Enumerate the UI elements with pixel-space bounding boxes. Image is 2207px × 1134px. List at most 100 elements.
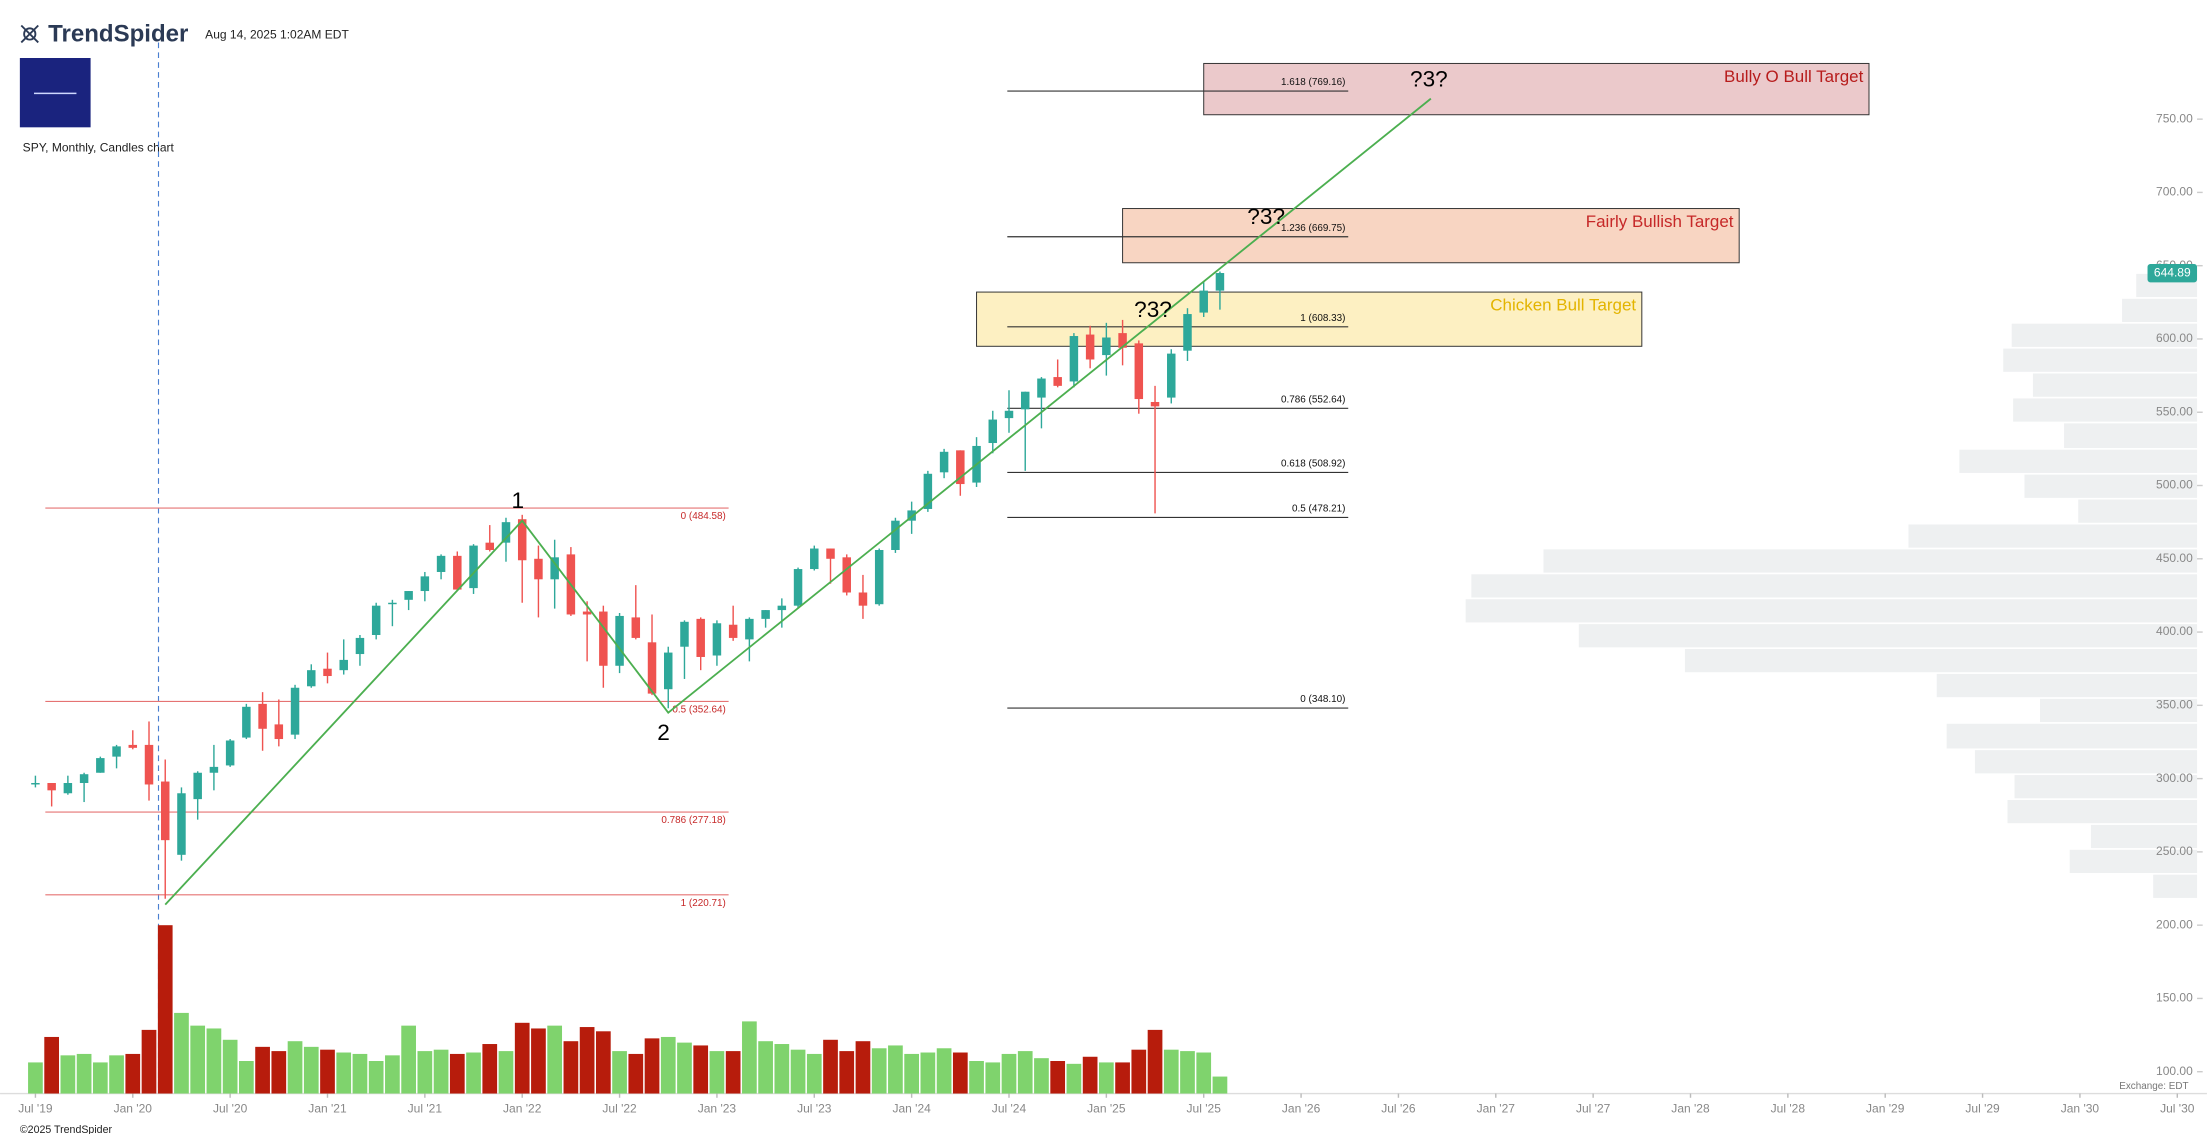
volume-bar [920, 1052, 936, 1094]
timestamp: Aug 14, 2025 1:02AM EDT [205, 28, 349, 42]
volume-bar [677, 1042, 692, 1094]
volume-bar [92, 1062, 108, 1094]
fib-label: 0.5 (478.21) [1292, 504, 1345, 515]
volume-profile-bar [1908, 524, 2198, 548]
candle-body [47, 783, 56, 791]
volume-bar [985, 1062, 1001, 1094]
x-tick-label: Jan '28 [1671, 1101, 1710, 1115]
volume-profile-bar [2064, 423, 2198, 449]
x-tick-label: Jul '26 [1381, 1101, 1416, 1115]
candle-body [582, 611, 592, 615]
volume-profile-bar [1471, 574, 2198, 598]
volume-profile-bar [2040, 698, 2198, 723]
fib-label: 1.236 (669.75) [1281, 223, 1345, 234]
candle-body [388, 602, 397, 605]
candle-body [96, 758, 105, 773]
candle-body [1102, 337, 1111, 356]
volume-profile-bar [2003, 348, 2198, 372]
x-tick-label: Jul '25 [1187, 1101, 1222, 1115]
volume-bar [644, 1038, 660, 1094]
candle-body [858, 592, 868, 606]
volume-bar [725, 1051, 741, 1094]
volume-profile-bar [1974, 750, 2198, 774]
candle-body [1118, 333, 1127, 348]
candle-body [1167, 353, 1176, 398]
volume-profile-bar [1465, 599, 2198, 623]
fib-label: 1.618 (769.16) [1281, 77, 1345, 88]
volume-bar [595, 1031, 611, 1094]
volume-bar [660, 1036, 676, 1094]
volume-bar [693, 1045, 709, 1094]
candle-body [242, 706, 251, 738]
wave-label: 1 [512, 488, 525, 513]
volume-bar [206, 1028, 222, 1094]
candle-body [225, 740, 235, 766]
volume-profile-bar [1936, 673, 2198, 698]
volume-bar [157, 925, 173, 1094]
volume-bar [352, 1053, 368, 1094]
volume-profile-bar [1543, 549, 2198, 573]
x-tick-label: Jul '29 [1965, 1101, 2000, 1115]
volume-bar [125, 1053, 141, 1094]
y-tick-label: 150.00 [2156, 991, 2193, 1005]
volume-bar [612, 1051, 627, 1094]
wave-label: ?3? [1247, 204, 1285, 229]
candle-body [144, 744, 154, 785]
candle-body [371, 605, 381, 635]
volume-bar [1001, 1053, 1017, 1094]
y-tick-label: 300.00 [2156, 771, 2193, 785]
x-tick-label: Jan '23 [698, 1101, 737, 1115]
last-price-label: 644.89 [2154, 265, 2191, 279]
candle-body [745, 618, 754, 640]
x-tick-label: Jan '26 [1282, 1101, 1321, 1115]
volume-bar [1115, 1062, 1130, 1094]
x-tick-label: Jul '30 [2160, 1101, 2195, 1115]
volume-bar [271, 1051, 287, 1094]
volume-bar [44, 1036, 60, 1094]
volume-bar [1180, 1051, 1195, 1094]
candle-body [777, 605, 787, 611]
volume-profile-bar [2014, 775, 2198, 799]
fib-label: 0.786 (552.64) [1281, 394, 1345, 405]
candle-body [891, 520, 900, 550]
volume-bar [109, 1055, 124, 1094]
volume-bar [303, 1046, 319, 1094]
fib-label: 0.786 (277.18) [661, 815, 725, 826]
x-tick-label: Jul '27 [1576, 1101, 1611, 1115]
candle-body [761, 610, 770, 619]
volume-bar [806, 1053, 822, 1094]
candle-body [874, 549, 884, 605]
volume-bar [823, 1039, 838, 1094]
y-tick-label: 100.00 [2156, 1064, 2193, 1078]
x-tick-label: Jan '25 [1087, 1101, 1126, 1115]
volume-profile-bar [2013, 398, 2198, 422]
y-tick-label: 500.00 [2156, 478, 2193, 492]
candle-body [453, 555, 462, 590]
trendline [164, 97, 1432, 906]
volume-bar [790, 1049, 806, 1094]
candle-body [664, 652, 673, 690]
exchange: Exchange: EDT [2119, 1081, 2188, 1092]
candle-body [209, 766, 219, 773]
volume-bar [255, 1046, 270, 1094]
volume-bar [222, 1039, 238, 1094]
candle-body [988, 419, 998, 444]
candle-body [826, 548, 835, 559]
x-tick-label: Jan '20 [114, 1101, 153, 1115]
volume-bar [1131, 1049, 1147, 1094]
candle-body [1085, 334, 1095, 360]
candle-body [1020, 391, 1030, 410]
y-tick-label: 250.00 [2156, 844, 2193, 858]
candle-body [501, 522, 511, 543]
volume-profile-bar [2090, 824, 2198, 849]
volume-bar [952, 1052, 968, 1094]
fib-label: 0.5 (352.64) [672, 705, 725, 716]
y-tick-label: 350.00 [2156, 698, 2193, 712]
volume-bar [563, 1041, 579, 1094]
volume-bar [368, 1061, 384, 1094]
candle-body [1004, 410, 1014, 419]
candle-body [160, 781, 170, 841]
volume-bar [336, 1052, 352, 1094]
x-tick-label: Jul '19 [18, 1101, 53, 1115]
candle-body [1134, 343, 1144, 400]
